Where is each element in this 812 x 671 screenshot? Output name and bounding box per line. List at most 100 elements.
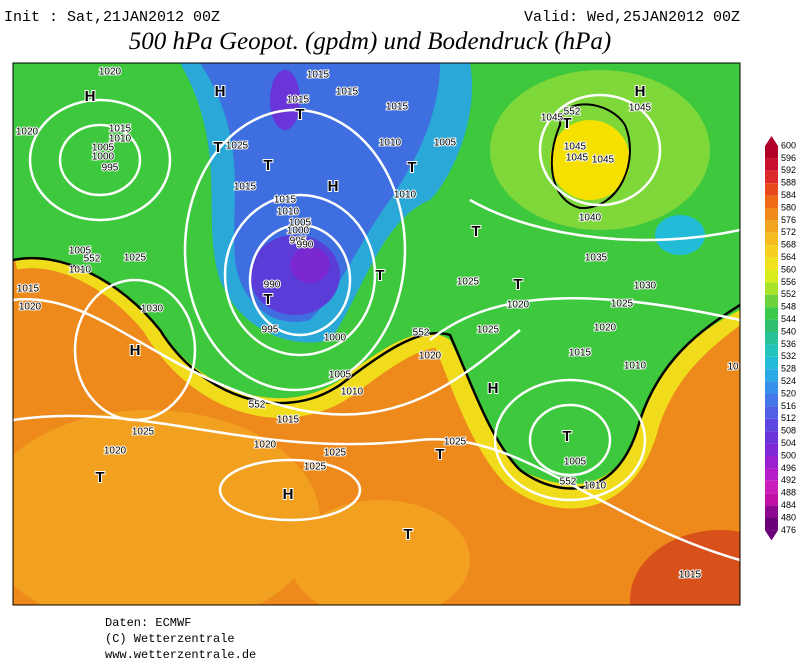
isobar-label: 1005: [69, 246, 92, 257]
colorbar-segment: [765, 282, 778, 295]
isobar-label: 1005: [564, 457, 587, 468]
isobar-label: 1015: [234, 182, 257, 193]
colorbar-segment: [765, 493, 778, 506]
colorbar-segment: [765, 443, 778, 456]
isobar-label: 1020: [19, 302, 42, 313]
colorbar-segment: [765, 456, 778, 469]
isobar-label: 1025: [324, 448, 347, 459]
colorbar-segment: [765, 480, 778, 494]
pressure-center: H: [488, 380, 499, 397]
isobar-label: 1015: [274, 195, 297, 206]
colorbar-label: 520: [781, 388, 796, 398]
map-frame: [12, 62, 741, 606]
colorbar-label: 544: [781, 314, 796, 324]
pressure-center: T: [213, 139, 222, 156]
colorbar-label: 480: [781, 512, 796, 522]
colorbar-segment: [765, 294, 778, 308]
colorbar-label: 504: [781, 438, 796, 448]
isobar-label: 1010: [69, 265, 92, 276]
colorbar-segment: [765, 270, 778, 283]
colorbar-label: 500: [781, 450, 796, 460]
colorbar-label: 576: [781, 215, 796, 225]
isobar-label: 1020: [99, 67, 122, 78]
colorbar-label: 596: [781, 153, 796, 163]
pressure-center: T: [471, 223, 480, 240]
isobar-label: 990: [264, 280, 281, 291]
colorbar-label: 496: [781, 463, 796, 473]
colorbar-cap: [765, 530, 778, 541]
colorbar-label: 484: [781, 500, 796, 510]
pressure-center: H: [85, 88, 96, 105]
colorbar-segment: [765, 468, 778, 481]
pressure-center: T: [263, 157, 272, 174]
isobar-label: 1010: [394, 190, 417, 201]
isobar-label: 10: [727, 362, 739, 373]
colorbar-label: 508: [781, 426, 796, 436]
colorbar-label: 592: [781, 165, 796, 175]
isobar-label: 1010: [379, 138, 402, 149]
isobar-label: 1015: [386, 102, 409, 113]
colorbar-label: 516: [781, 401, 796, 411]
pressure-center: H: [215, 83, 226, 100]
colorbar-segment: [765, 183, 778, 196]
isobar-label: 1025: [226, 141, 249, 152]
colorbar-label: 600: [781, 140, 796, 150]
isobar-label: 1010: [109, 134, 132, 145]
isobar-label: 1035: [585, 253, 608, 264]
isobar-label: 1015: [277, 415, 300, 426]
isobar-label: 1010: [277, 207, 300, 218]
colorbar-segment: [765, 369, 778, 382]
pressure-center: T: [95, 469, 104, 486]
isobar-label: 1045: [566, 153, 589, 164]
isobar-label: 1020: [16, 127, 39, 138]
isobar-label: 995: [290, 236, 307, 247]
isobar-label: 1015: [287, 95, 310, 106]
colorbar-segment: [765, 394, 778, 407]
isobar-label: 1025: [477, 325, 500, 336]
pressure-center: T: [407, 159, 416, 176]
colorbar-segment: [765, 381, 778, 394]
isobar-label: 1020: [594, 323, 617, 334]
colorbar-label: 556: [781, 277, 796, 287]
colorbar-label: 492: [781, 475, 796, 485]
map: [13, 63, 740, 605]
isobar-label: 1045: [592, 155, 615, 166]
isobar-label: 995: [102, 163, 119, 174]
colorbar-segment: [765, 356, 778, 370]
colorbar-label: 536: [781, 339, 796, 349]
colorbar-segment: [765, 158, 778, 171]
footer-url: www.wetterzentrale.de: [105, 648, 256, 662]
isobar-label: 1000: [92, 152, 115, 163]
isobar-label: 1005: [434, 138, 457, 149]
isobar-label: 1015: [109, 124, 132, 135]
pressure-center: T: [295, 106, 304, 123]
colorbar-label: 528: [781, 364, 796, 374]
colorbar-segment: [765, 431, 778, 444]
isobar-label: 1020: [104, 446, 127, 457]
pressure-center: T: [375, 267, 384, 284]
colorbar-cap: [765, 136, 778, 146]
isobar-label: 1015: [307, 70, 330, 81]
colorbar-label: 552: [781, 289, 796, 299]
colorbar-segment: [765, 146, 778, 159]
isobar-label: 1030: [634, 281, 657, 292]
colorbar-segment: [765, 307, 778, 320]
isobar-label: 1045: [541, 113, 564, 124]
colorbar-segment: [765, 344, 778, 357]
isobar-label: 990: [297, 240, 314, 251]
colorbar-segment: [765, 406, 778, 419]
colorbar-label: 580: [781, 202, 796, 212]
pressure-center: H: [635, 83, 646, 100]
isobar-label: 1045: [564, 142, 587, 153]
colorbar-segment: [765, 245, 778, 258]
isobar-label: 1015: [679, 570, 702, 581]
isobar-label: 1000: [324, 333, 347, 344]
isobar-label: 1010: [584, 481, 607, 492]
isobar-label: 1025: [124, 253, 147, 264]
colorbar-label: 524: [781, 376, 796, 386]
pressure-center: T: [513, 276, 522, 293]
colorbar-label: 532: [781, 351, 796, 361]
isobar-label: 1030: [141, 304, 164, 315]
isobar-label: 1010: [341, 387, 364, 398]
